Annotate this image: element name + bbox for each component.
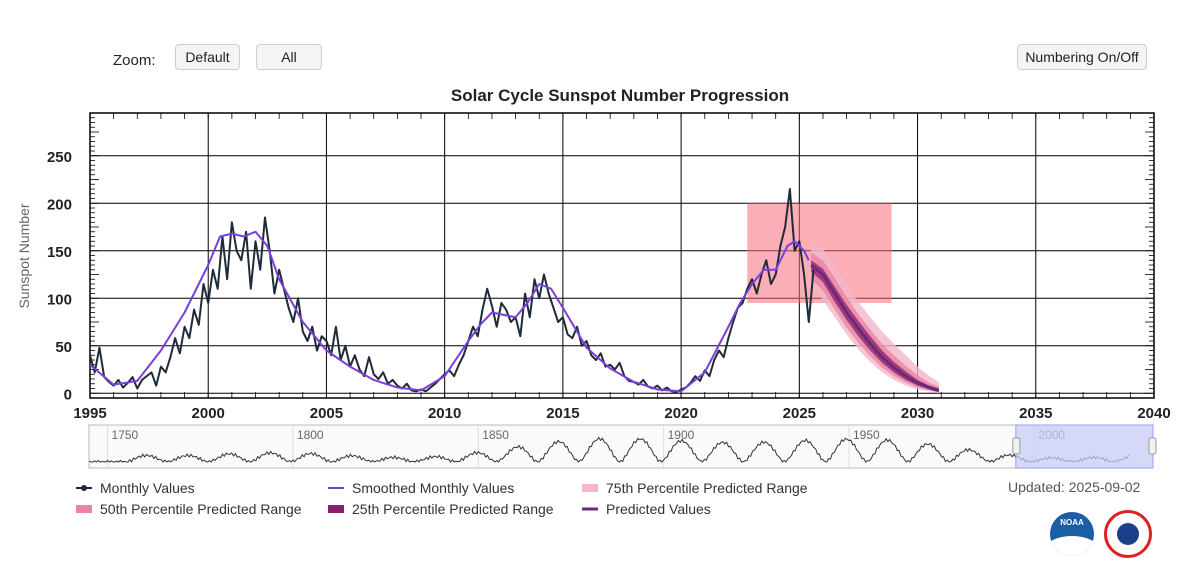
legend-label-monthly: Monthly Values — [100, 480, 195, 496]
legend-label-pct75: 75th Percentile Predicted Range — [606, 480, 808, 496]
x-tick-label: 2015 — [546, 405, 579, 422]
navigator-label: 1750 — [112, 428, 139, 442]
band-75th-percentile — [811, 243, 939, 394]
chart-title: Solar Cycle Sunspot Number Progression — [451, 86, 789, 105]
y-tick-label: 200 — [47, 196, 72, 213]
y-tick-label: 0 — [64, 386, 72, 403]
zoom-label: Zoom: — [113, 52, 156, 69]
legend-item-smoothed[interactable]: Smoothed Monthly Values — [328, 480, 514, 496]
y-tick-label: 100 — [47, 291, 72, 308]
legend-swatch-monthly-icon — [76, 485, 92, 491]
legend-label-pct50: 50th Percentile Predicted Range — [100, 501, 302, 517]
legend-swatch-pct25-icon — [328, 505, 344, 513]
x-tick-label: 2035 — [1019, 405, 1052, 422]
legend-item-predicted[interactable]: Predicted Values — [582, 501, 711, 517]
plot-area[interactable]: 1995 2000 2005 2010 2015 2020 2025 2030 2035 2040… — [47, 112, 1171, 422]
navigator-label: 1950 — [853, 428, 880, 442]
y-tick-label: 150 — [47, 244, 72, 261]
legend-label-predicted: Predicted Values — [606, 501, 711, 517]
y-tick-label: 250 — [47, 149, 72, 166]
legend-swatch-smoothed-icon — [328, 487, 344, 489]
navigator-label: 1900 — [668, 428, 695, 442]
legend-label-pct25: 25th Percentile Predicted Range — [352, 501, 554, 517]
legend-item-pct75[interactable]: 75th Percentile Predicted Range — [582, 480, 808, 496]
x-tick-label: 2025 — [783, 405, 816, 422]
zoom-all-button[interactable]: All — [256, 44, 322, 70]
x-tick-label: 2010 — [428, 405, 461, 422]
legend-item-monthly[interactable]: Monthly Values — [76, 480, 195, 496]
x-tick-label: 2030 — [901, 405, 934, 422]
navigator-left-handle[interactable] — [1012, 437, 1021, 455]
navigator-series — [88, 436, 1130, 463]
legend-swatch-pct75-icon — [582, 484, 598, 492]
band-50th-percentile — [811, 252, 939, 393]
legend-swatch-pct50-icon — [76, 505, 92, 513]
zoom-default-button[interactable]: Default — [175, 44, 240, 70]
navigator[interactable]: 175018001850190019502000 — [88, 424, 1157, 469]
nws-logo — [1104, 510, 1152, 558]
navigator-label: 1850 — [482, 428, 509, 442]
y-tick-label: 50 — [55, 339, 72, 356]
x-tick-label: 2020 — [664, 405, 697, 422]
x-tick-label: 2005 — [310, 405, 343, 422]
navigator-right-handle[interactable] — [1148, 437, 1157, 455]
plot-frame — [89, 112, 1155, 399]
series-predicted-values — [810, 263, 940, 392]
legend-item-pct50[interactable]: 50th Percentile Predicted Range — [76, 501, 302, 517]
series-smoothed-monthly-values — [89, 230, 810, 393]
navigator-selection — [1015, 424, 1154, 469]
numbering-toggle-button[interactable]: Numbering On/Off — [1017, 44, 1147, 70]
updated-date: Updated: 2025-09-02 — [1008, 479, 1141, 495]
y-axis-label: Sunspot Number — [16, 203, 32, 308]
x-tick-label: 1995 — [73, 405, 106, 422]
legend-swatch-predicted-icon — [582, 507, 598, 511]
x-tick-label: 2040 — [1137, 405, 1170, 422]
navigator-label: 1800 — [297, 428, 324, 442]
legend-item-pct25[interactable]: 25th Percentile Predicted Range — [328, 501, 554, 517]
noaa-logo-text: NOAA — [1060, 518, 1084, 527]
noaa-logo: NOAA — [1050, 512, 1094, 556]
legend-label-smoothed: Smoothed Monthly Values — [352, 480, 515, 496]
x-tick-label: 2000 — [192, 405, 225, 422]
series-monthly-values — [89, 188, 815, 394]
